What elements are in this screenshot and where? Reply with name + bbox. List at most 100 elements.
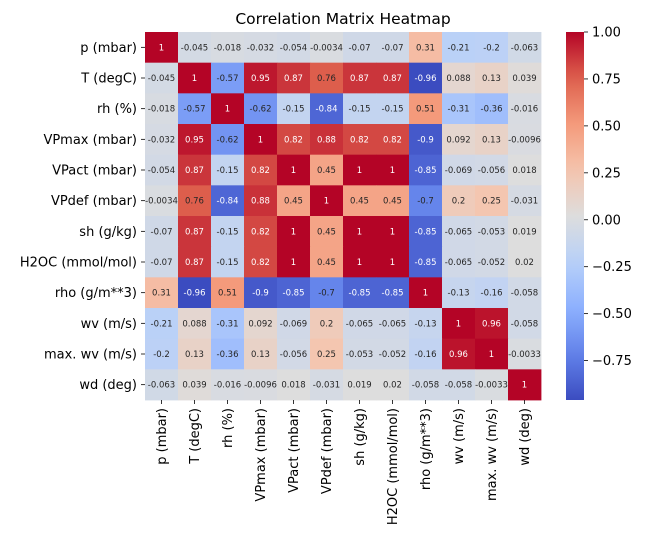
heatmap-cell [376,308,410,340]
cell-value-label: 0.092 [248,319,272,329]
cell-value-label: -0.063 [511,43,538,53]
cell-value-label: 1 [522,381,527,391]
x-tick-label: H2OC (mmol/mol) [386,408,401,525]
heatmap-cell [409,308,443,340]
heatmap-cell [442,338,476,370]
cell-value-label: 0.87 [350,74,369,84]
cell-value-label: -0.15 [382,105,404,115]
cell-value-label: 0.13 [185,350,204,360]
heatmap-cell [442,124,476,156]
cell-value-label: -0.57 [217,74,239,84]
x-tick-label: p (mbar) [155,408,170,465]
chart-title: Correlation Matrix Heatmap [235,10,450,28]
y-tick-label: VPmax (mbar) [43,133,137,148]
heatmap-cell [277,185,311,217]
heatmap-cell [310,338,344,370]
heatmap-cell [277,338,311,370]
cell-value-label: 0.45 [383,197,402,207]
cell-value-label: -0.9 [417,135,434,145]
heatmap-cell [508,93,542,125]
cell-value-label: -0.032 [247,43,274,53]
cell-value-label: 0.25 [482,197,501,207]
cell-value-label: 1 [390,227,395,237]
cell-value-label: -0.031 [313,381,340,391]
cell-value-label: -0.9 [252,289,269,299]
heatmap-cell [508,185,542,217]
heatmap-cell [211,62,245,94]
cell-value-label: -0.058 [445,381,472,391]
cell-value-label: -0.069 [445,166,472,176]
heatmap-cell [376,93,410,125]
colorbar-tick-label: −0.25 [592,260,632,275]
heatmap-cell [475,277,509,309]
cell-value-label: -0.36 [481,105,503,115]
cell-value-label: -0.36 [217,350,239,360]
y-tick-label: VPdef (mbar) [51,194,137,209]
heatmap-cell [178,185,212,217]
cell-value-label: 0.95 [251,74,270,84]
heatmap-cell [343,93,377,125]
colorbar-tick-label: 0.75 [592,72,621,87]
heatmap-cell [277,154,311,186]
cell-value-label: 1 [423,289,428,299]
heatmap-cell [343,216,377,248]
cell-value-label: -0.069 [280,319,307,329]
heatmap-cell [145,277,179,309]
heatmap-cell-labels: 1 -0.045 -0.018 -0.032 -0.054 -0.0034 -0.07 -0.… [145,43,541,390]
cell-value-label: 1 [324,197,329,207]
heatmap-cell [277,246,311,278]
x-tick-label: VPmax (mbar) [254,408,269,502]
cell-value-label: -0.31 [217,319,239,329]
heatmap-cell [310,32,344,64]
heatmap-cell [145,246,179,278]
heatmap-cell [178,154,212,186]
heatmap-cell [343,62,377,94]
y-tick-label: wd (deg) [79,378,137,393]
cell-value-label: -0.85 [382,289,404,299]
heatmap-cell [409,369,443,401]
heatmap-cell [508,308,542,340]
heatmap-cell [277,308,311,340]
colorbar-tick-label: −0.75 [592,354,632,369]
cell-value-label: -0.032 [148,135,175,145]
heatmap-cell [409,246,443,278]
cell-value-label: 0.31 [416,43,435,53]
cell-value-label: 0.87 [284,74,303,84]
cell-value-label: -0.058 [412,381,439,391]
heatmap-cell [442,62,476,94]
heatmap-cell [508,246,542,278]
cell-value-label: 0.88 [317,135,336,145]
cell-value-label: 0.45 [350,197,369,207]
x-tick-label: rh (%) [221,408,236,448]
heatmap-cell [211,308,245,340]
cell-value-label: 0.82 [251,258,270,268]
cell-value-label: -0.15 [283,105,305,115]
heatmap-cell [277,32,311,64]
cell-value-label: 0.019 [347,381,371,391]
heatmap-cell [343,277,377,309]
heatmap-cell [145,308,179,340]
colorbar-tick-label: 0.25 [592,166,621,181]
heatmap-cell [508,338,542,370]
heatmap-cell [277,277,311,309]
x-tick-label: T (degC) [188,408,203,465]
heatmap-cell [409,216,443,248]
heatmap-cell [508,62,542,94]
heatmap-cell [508,216,542,248]
heatmap-cell [475,32,509,64]
cell-value-label: 1 [192,74,197,84]
cell-value-label: 0.088 [446,74,470,84]
heatmap-cell [178,369,212,401]
x-tick-label: rho (g/m**3) [419,408,434,490]
heatmap-cell [145,216,179,248]
cell-value-label: -0.065 [445,258,472,268]
heatmap-cell [508,277,542,309]
cell-value-label: -0.052 [478,258,505,268]
cell-value-label: -0.065 [379,319,406,329]
heatmap-cell [442,185,476,217]
cell-value-label: -0.0033 [475,381,508,391]
cell-value-label: 0.45 [317,166,336,176]
heatmap-cell [442,93,476,125]
heatmap-cell [211,369,245,401]
